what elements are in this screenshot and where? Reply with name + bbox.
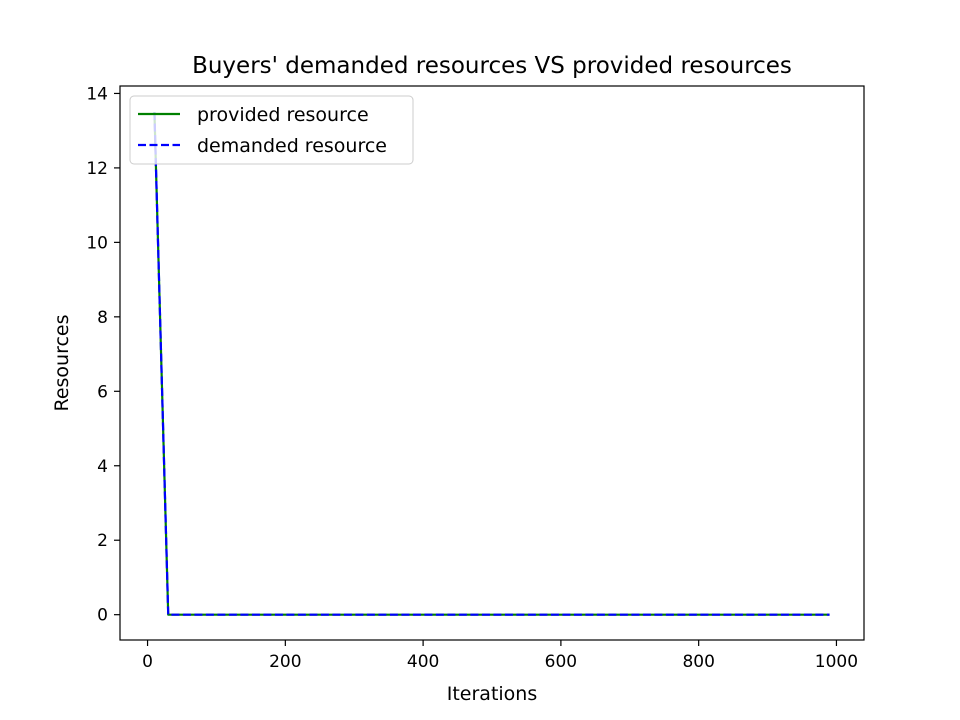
y-axis-label: Resources [51,314,73,411]
legend-items: provided resource demanded resource [138,104,387,157]
plot-area [119,85,865,641]
x-tick-label: 800 [682,652,714,672]
legend: provided resource demanded resource [129,95,414,165]
x-axis-label: Iterations [447,683,538,705]
x-tick-label: 600 [545,652,577,672]
x-axis-ticks: 0 200 400 600 800 1000 [142,640,858,672]
chart-title: Buyers' demanded resources VS provided r… [192,53,792,79]
x-tick-label: 1000 [815,652,858,672]
axes-frame [119,85,865,641]
x-tick-label: 400 [407,652,439,672]
y-axis-ticks: 0 2 4 6 8 10 12 14 [86,84,120,626]
y-tick-label: 12 [86,159,108,179]
series-line-demanded-resource [153,112,830,616]
legend-label: provided resource [197,104,369,126]
x-tick-label: 0 [142,652,153,672]
legend-label: demanded resource [197,135,387,157]
y-tick-label: 4 [97,457,108,477]
y-tick-label: 6 [97,382,108,402]
y-tick-label: 8 [97,308,108,328]
y-tick-label: 2 [97,531,108,551]
y-tick-label: 14 [86,84,108,104]
y-tick-label: 0 [97,606,108,626]
legend-box [129,95,414,165]
y-tick-label: 10 [86,233,108,253]
series-layer [153,112,830,616]
x-tick-label: 200 [269,652,301,672]
